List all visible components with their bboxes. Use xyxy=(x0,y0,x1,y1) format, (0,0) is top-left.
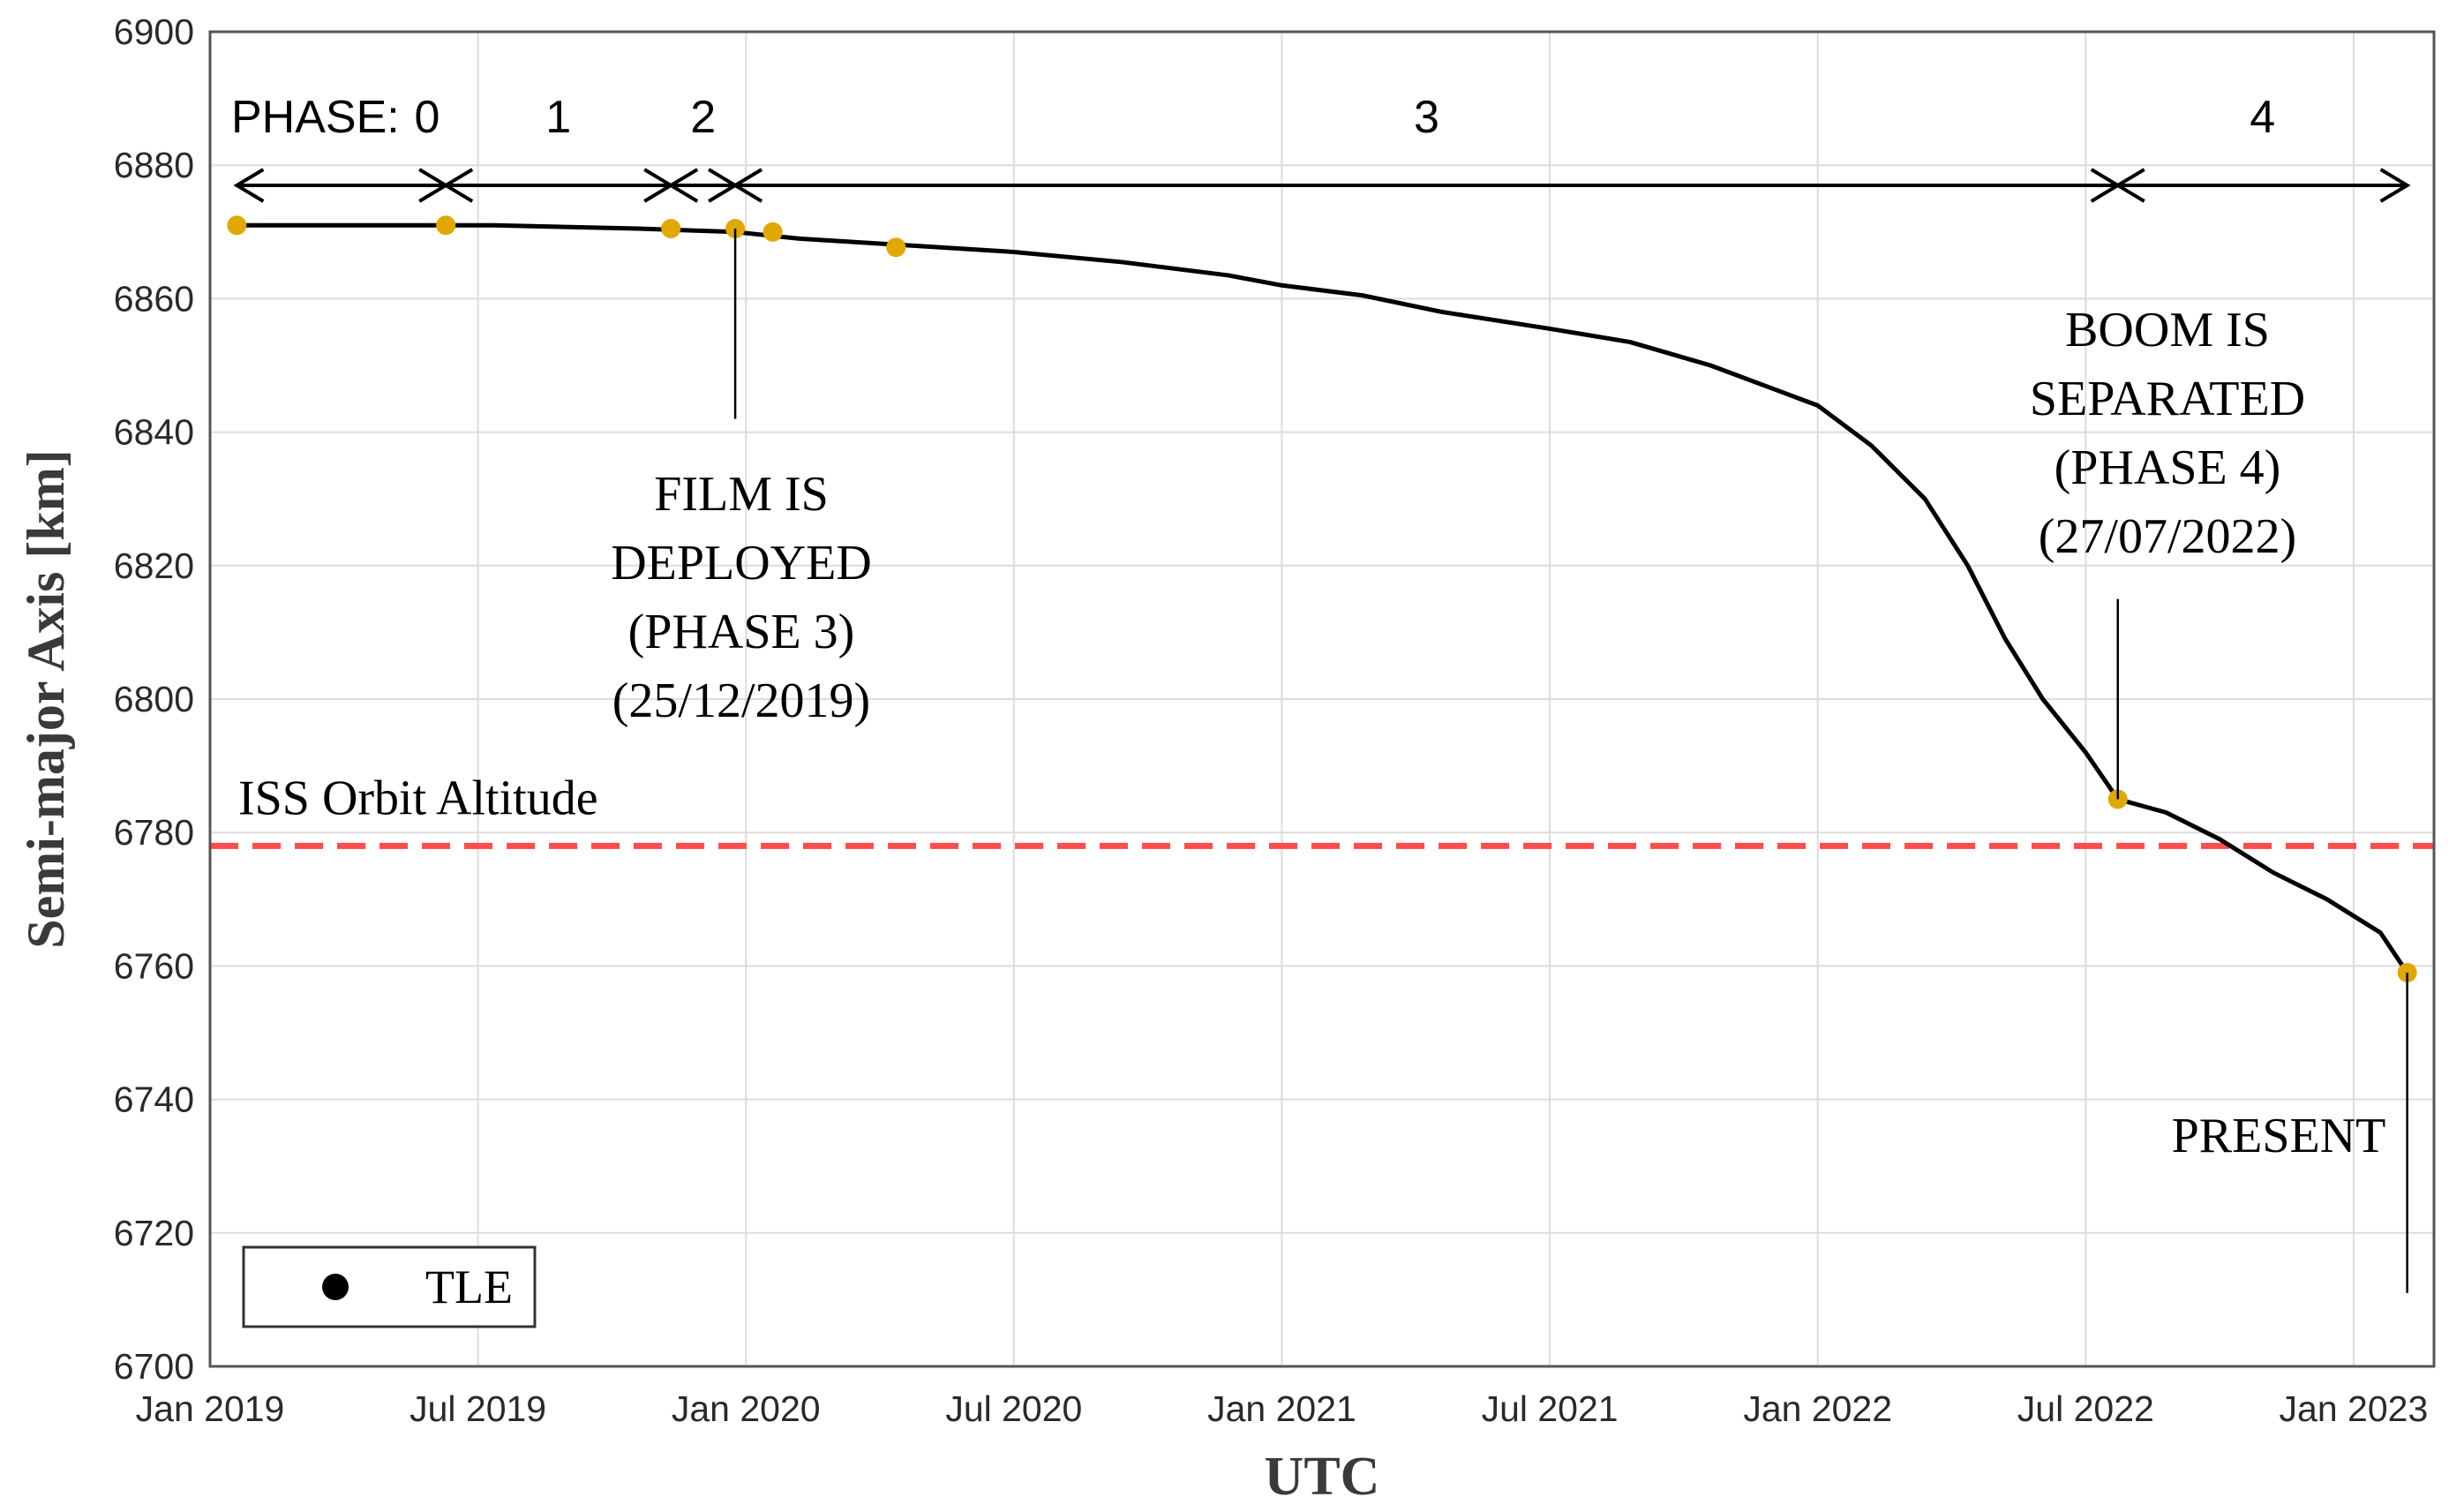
y-tick-label: 6760 xyxy=(114,945,194,986)
annotations: FILM IS DEPLOYED (PHASE 3) (25/12/2019) BOOM… xyxy=(611,229,2408,1293)
y-tick-label: 6800 xyxy=(114,679,194,719)
annotation-text: FILM IS xyxy=(654,467,829,522)
phase-arrow-head-left xyxy=(2114,168,2145,203)
y-tick-label: 6860 xyxy=(114,278,194,319)
legend-box xyxy=(242,1245,537,1328)
phase-label: 2 xyxy=(690,92,716,143)
x-tick-label: Jan 2022 xyxy=(1743,1388,1892,1429)
x-axis-ticks: Jan 2019 Jul 2019 Jan 2020 Jul 2020 Jan 2021… xyxy=(136,1388,2429,1429)
x-tick-label: Jan 2020 xyxy=(672,1388,821,1429)
phase-arrow-head-left xyxy=(667,168,699,203)
x-tick-label: Jul 2019 xyxy=(409,1388,546,1429)
phase-label: 4 xyxy=(2250,92,2275,143)
legend-marker xyxy=(322,1274,349,1300)
series xyxy=(227,215,2417,982)
semi-major-axis-line xyxy=(237,222,2409,974)
annotation-text: DEPLOYED xyxy=(611,536,872,591)
phase-arrow-head-left xyxy=(442,168,474,203)
y-tick-label: 6720 xyxy=(114,1213,194,1253)
tle-point xyxy=(436,215,456,236)
x-tick-label: Jan 2023 xyxy=(2280,1388,2429,1429)
y-tick-label: 6740 xyxy=(114,1079,194,1120)
legend-label: TLE xyxy=(425,1260,513,1313)
x-tick-label: Jul 2022 xyxy=(2017,1388,2154,1429)
phase-prefix-label: PHASE: xyxy=(231,92,400,143)
tle-point xyxy=(886,237,906,258)
x-tick-label: Jul 2020 xyxy=(945,1388,1082,1429)
annotation-text: BOOM IS xyxy=(2065,303,2270,357)
annotation-text: (PHASE 3) xyxy=(628,605,855,659)
reference-lines: ISS Orbit Altitude xyxy=(210,771,2434,849)
phase-label: 0 xyxy=(415,92,440,143)
annotation-text: (27/07/2022) xyxy=(2039,509,2296,564)
x-axis-label: UTC xyxy=(1265,1447,1380,1507)
phase-arrow-head-left xyxy=(732,168,763,203)
phase-label: 3 xyxy=(1414,92,1439,143)
iss-orbit-altitude-label: ISS Orbit Altitude xyxy=(238,771,598,825)
x-tick-label: Jan 2019 xyxy=(136,1388,285,1429)
y-tick-label: 6820 xyxy=(114,545,194,586)
grid xyxy=(209,31,2434,1367)
phase-arrow-head-right xyxy=(2379,168,2411,203)
phase-arrows: 0 1 2 3 4 PHASE: xyxy=(231,92,2411,203)
tle-point xyxy=(661,219,681,239)
legend: TLE xyxy=(242,1245,537,1328)
y-tick-label: 6780 xyxy=(114,812,194,853)
annotation-text: PRESENT xyxy=(2172,1109,2386,1163)
x-tick-label: Jul 2021 xyxy=(1482,1388,1619,1429)
y-axis-ticks: 6700 6720 6740 6760 6780 6800 6820 6840 6860 6880… xyxy=(114,11,194,1387)
y-axis-label: Semi-major Axis [km] xyxy=(17,449,75,949)
y-tick-label: 6900 xyxy=(114,11,194,52)
y-tick-label: 6840 xyxy=(114,412,194,453)
phase-label: 1 xyxy=(545,92,571,143)
phase-arrow-head-left xyxy=(233,168,265,203)
x-tick-label: Jan 2021 xyxy=(1207,1388,1356,1429)
plot-frame xyxy=(208,30,2436,1368)
annotation-text: SEPARATED xyxy=(2030,372,2305,426)
annotation-text: (PHASE 4) xyxy=(2055,440,2281,495)
y-tick-label: 6700 xyxy=(114,1346,194,1387)
annotation-text: (25/12/2019) xyxy=(612,673,870,728)
tle-point xyxy=(762,222,783,242)
y-tick-label: 6880 xyxy=(114,145,194,185)
tle-point xyxy=(227,215,247,236)
